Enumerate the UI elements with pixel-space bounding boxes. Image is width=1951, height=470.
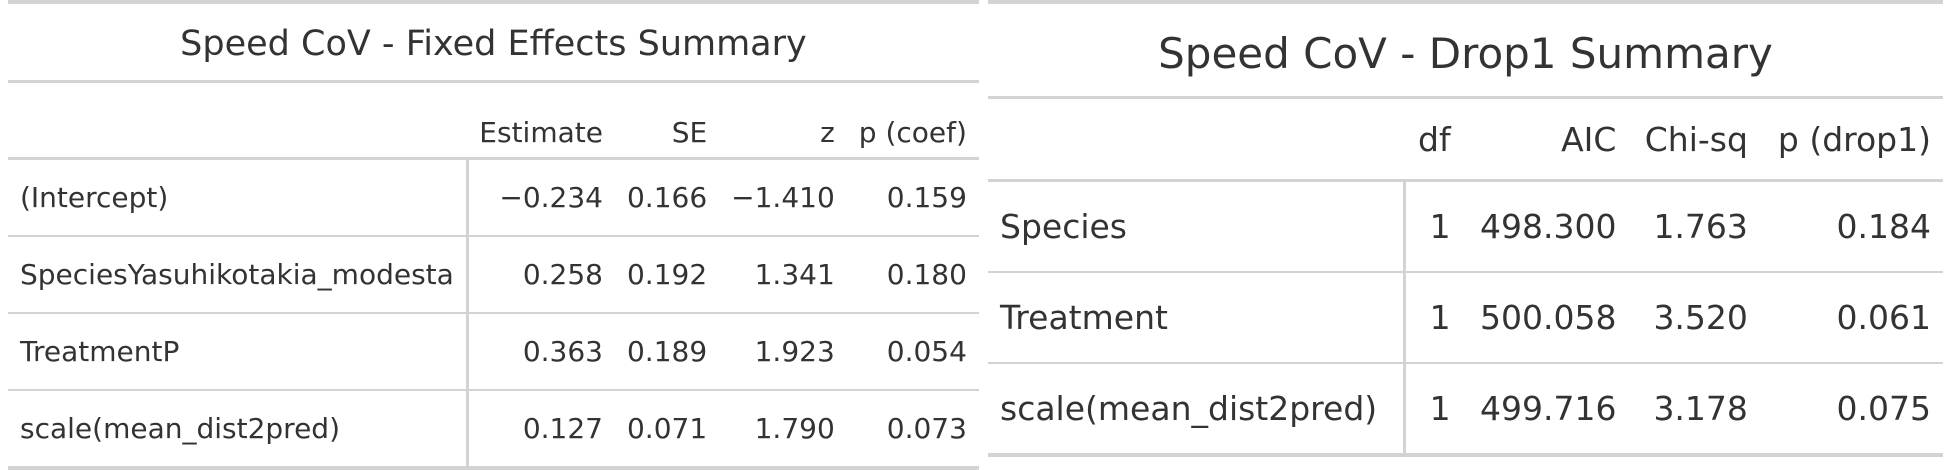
table-title: Speed CoV - Drop1 Summary [988, 2, 1943, 99]
row-label: SpeciesYasuhikotakia_modesta [8, 235, 469, 313]
row-label: scale(mean_dist2pred) [988, 362, 1406, 455]
column-header-stub [8, 81, 468, 160]
column-header-p-coef: p (coef) [846, 81, 979, 160]
chi-sq-cell: 3.520 [1628, 271, 1760, 363]
estimate-cell: 0.258 [467, 235, 615, 313]
df-cell: 1 [1404, 362, 1463, 455]
p-coef-cell: 0.159 [886, 181, 967, 214]
table-row: (Intercept) −0.234 0.166 −1.410 0.159 [8, 158, 979, 236]
se-cell: 0.192 [614, 235, 720, 313]
z-cell: 1.341 [719, 235, 847, 313]
fixed-effects-table: Speed CoV - Fixed Effects Summary Estima… [8, 0, 979, 470]
p-drop1-cell: 0.061 [1759, 271, 1943, 363]
column-header-chi-sq: Chi-sq [1628, 97, 1760, 182]
table-row: Treatment 1 500.058 3.520 0.061 [988, 271, 1943, 363]
chi-sq-cell: 1.763 [1653, 207, 1748, 246]
df-cell: 1 [1404, 271, 1463, 363]
p-coef-cell: 0.180 [846, 235, 979, 313]
column-header-stub [988, 97, 1405, 182]
aic-cell: 500.058 [1462, 271, 1629, 363]
z-cell: 1.923 [719, 312, 847, 390]
row-label: TreatmentP [8, 312, 469, 390]
se-cell: 0.071 [614, 389, 720, 468]
drop1-table: Speed CoV - Drop1 Summary df AIC Chi-sq … [988, 0, 1943, 457]
chi-sq-cell: 3.178 [1628, 362, 1760, 455]
p-coef-cell: 0.073 [846, 389, 979, 468]
row-label: (Intercept) [8, 158, 469, 236]
column-header-aic: AIC [1462, 97, 1629, 182]
estimate-cell: −0.234 [499, 181, 603, 214]
table-title: Speed CoV - Fixed Effects Summary [8, 2, 979, 83]
estimate-cell: 0.363 [467, 312, 615, 390]
df-cell: 1 [1429, 207, 1451, 246]
aic-cell: 499.716 [1462, 362, 1629, 455]
p-coef-cell: 0.054 [846, 312, 979, 390]
table-row: SpeciesYasuhikotakia_modesta 0.258 0.192… [8, 235, 979, 313]
table-row: scale(mean_dist2pred) 1 499.716 3.178 0.… [988, 362, 1943, 455]
aic-cell: 498.300 [1480, 207, 1617, 246]
p-drop1-cell: 0.184 [1836, 207, 1931, 246]
table-row: scale(mean_dist2pred) 0.127 0.071 1.790 … [8, 389, 979, 468]
se-cell: 0.189 [614, 312, 720, 390]
column-header-z: z [719, 81, 847, 160]
z-cell: 1.790 [719, 389, 847, 468]
table-row: Species 1 498.300 1.763 0.184 [988, 180, 1943, 272]
row-label: Treatment [988, 271, 1406, 363]
column-header-p-drop1: p (drop1) [1759, 97, 1943, 182]
column-header-se: SE [614, 81, 720, 160]
row-label: Species [988, 180, 1406, 272]
z-cell: −1.410 [731, 181, 835, 214]
p-drop1-cell: 0.075 [1759, 362, 1943, 455]
table-row: TreatmentP 0.363 0.189 1.923 0.054 [8, 312, 979, 390]
row-label: scale(mean_dist2pred) [8, 389, 469, 468]
estimate-cell: 0.127 [467, 389, 615, 468]
column-header-estimate: Estimate [467, 81, 615, 160]
se-cell: 0.166 [626, 181, 708, 214]
column-header-df: df [1404, 97, 1463, 182]
